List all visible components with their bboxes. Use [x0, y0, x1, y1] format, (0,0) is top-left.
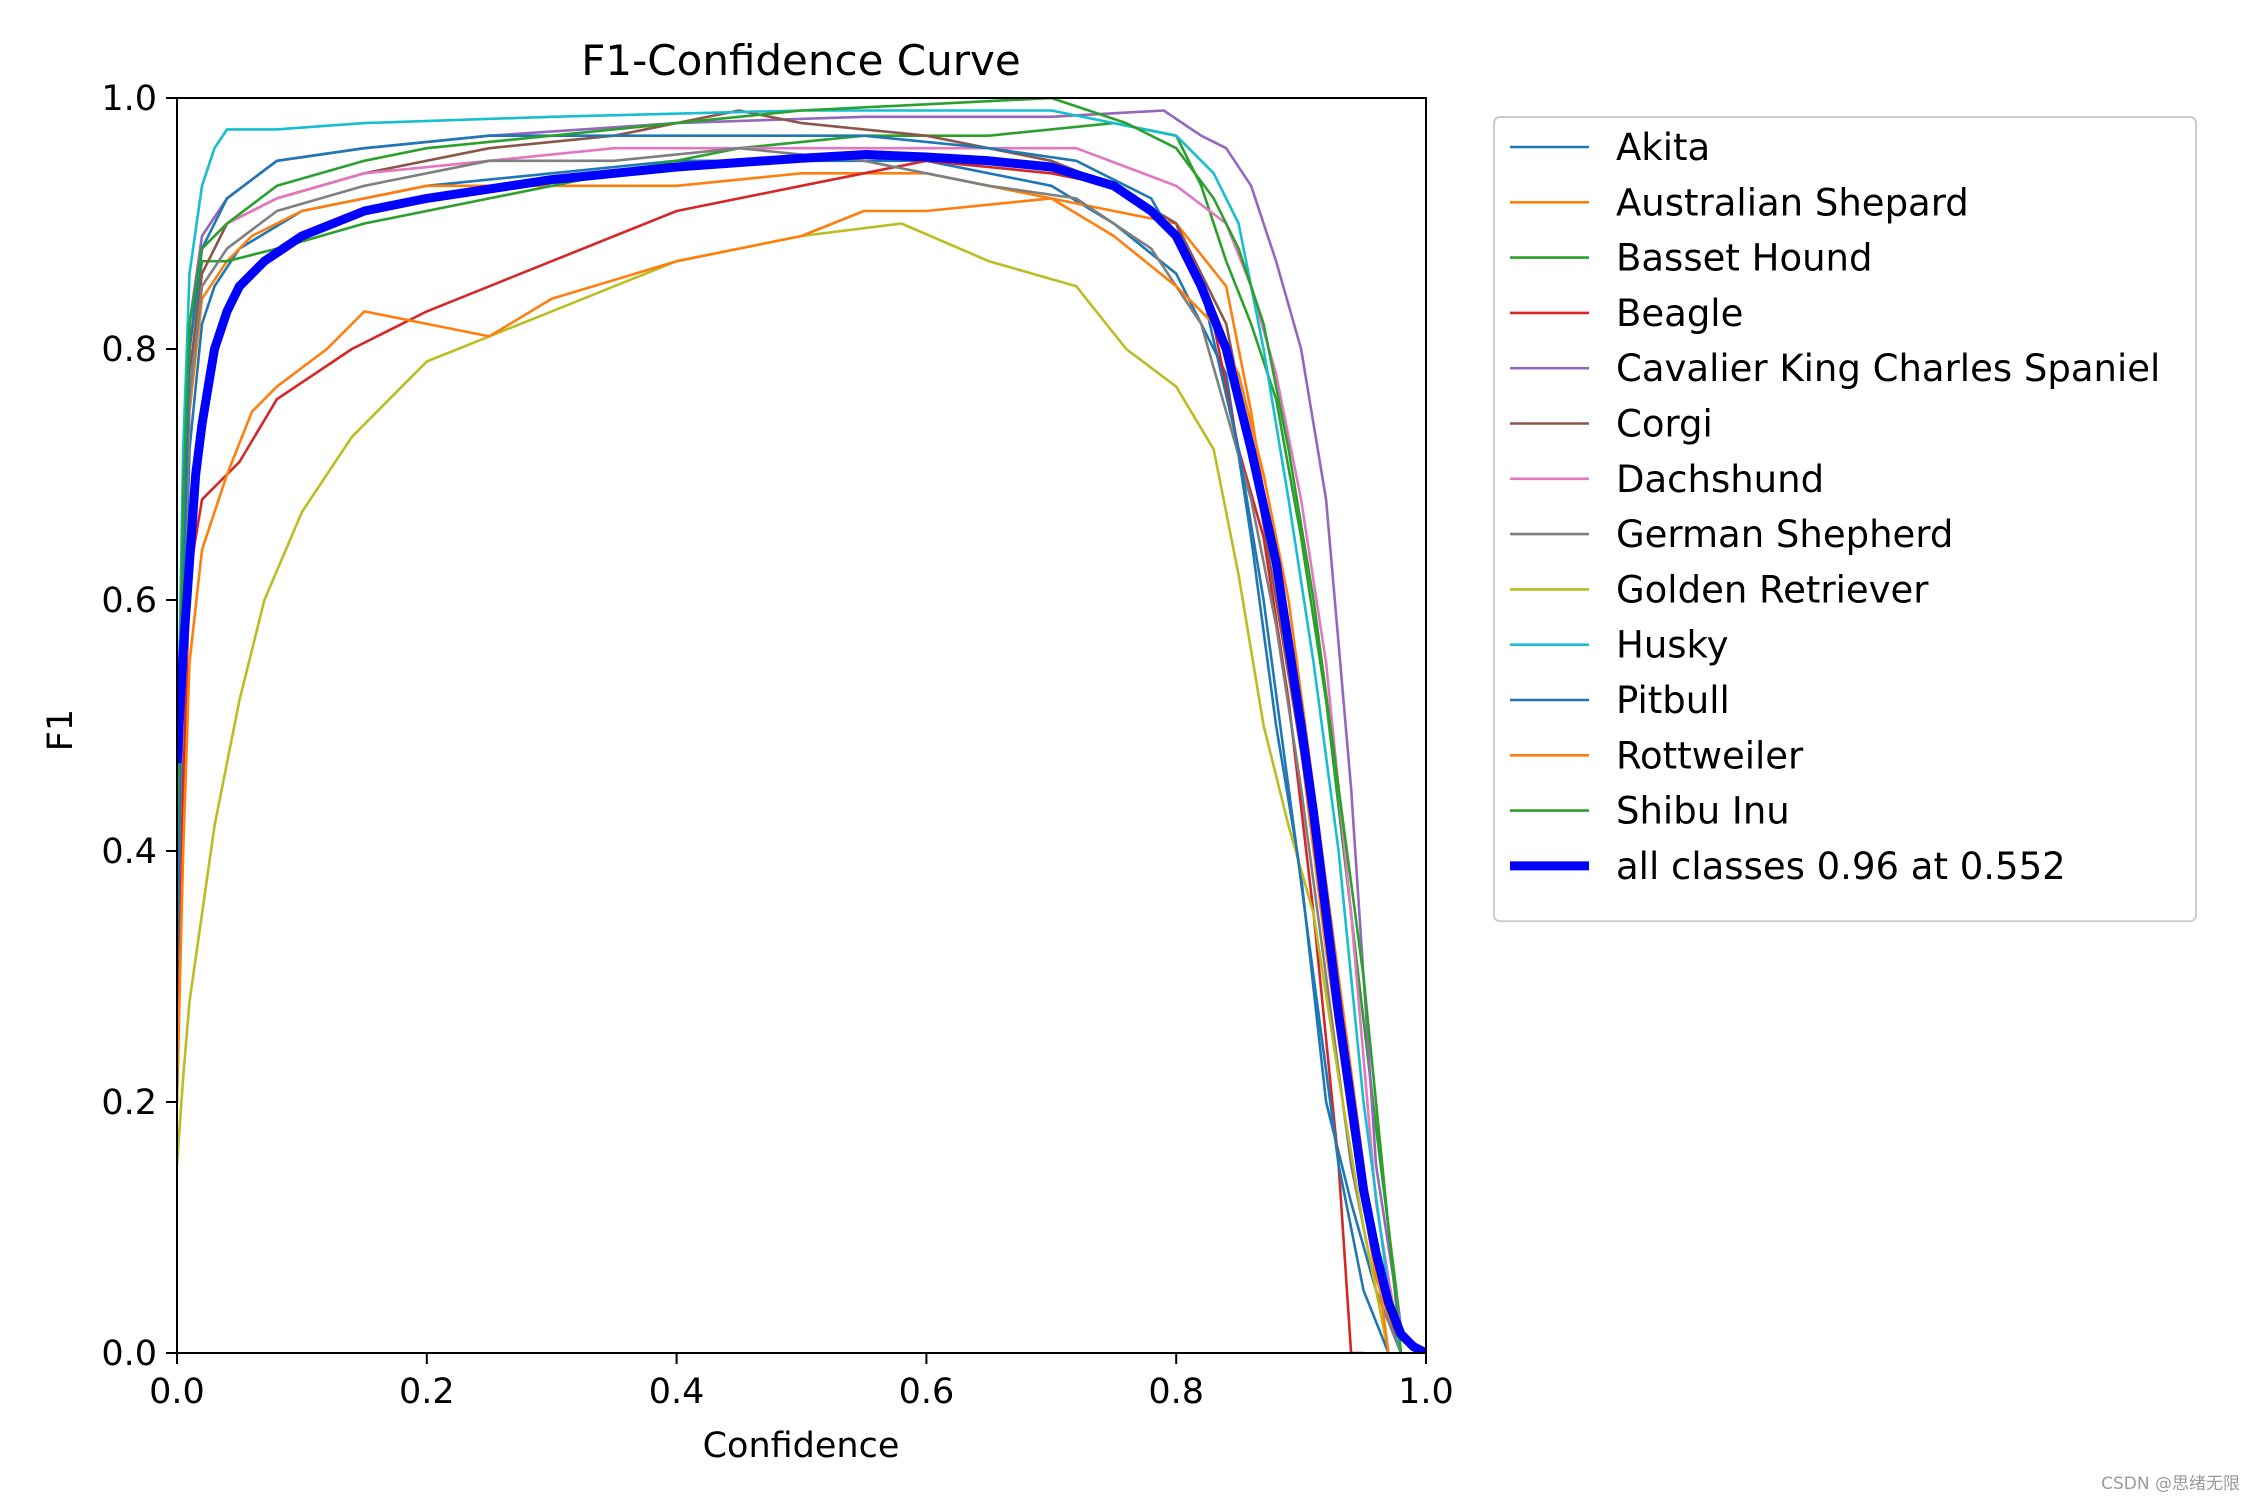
x-tick-label: 0.6	[899, 1372, 955, 1412]
series-line-8	[177, 222, 1390, 1353]
x-tick-label: 0.8	[1148, 1372, 1204, 1412]
legend-label: Dachshund	[1616, 458, 1824, 501]
legend-label: Husky	[1616, 624, 1729, 667]
x-axis: 0.0 0.2 0.4 0.6 0.8 1.0	[149, 1353, 1454, 1412]
plot-frame	[176, 97, 1427, 1354]
y-tick-label: 1.0	[101, 79, 157, 119]
y-axis-label: F1	[41, 709, 81, 751]
y-tick-label: 0.6	[101, 581, 157, 621]
y-tick-label: 0.0	[101, 1334, 157, 1374]
legend-label: Corgi	[1616, 403, 1713, 446]
series-line-9	[177, 109, 1403, 1353]
legend: Akita Australian Shepard Basset Hound Beagl…	[1493, 116, 2197, 923]
legend-label: all classes 0.96 at 0.552	[1616, 845, 2066, 888]
legend-label: Cavalier King Charles Spaniel	[1616, 347, 2160, 390]
x-tick-label: 1.0	[1398, 1372, 1454, 1412]
x-tick-label: 0.4	[649, 1372, 705, 1412]
chart-title: F1-Confidence Curve	[581, 36, 1020, 85]
legend-box	[1493, 116, 2197, 923]
x-axis-label: Confidence	[703, 1426, 900, 1466]
legend-label: Pitbull	[1616, 679, 1730, 722]
legend-label: Basset Hound	[1616, 237, 1873, 280]
legend-label: Beagle	[1616, 292, 1743, 335]
watermark-text: CSDN @思绪无限	[2101, 1474, 2240, 1494]
series-line-3	[177, 159, 1364, 1353]
legend-label: Akita	[1616, 126, 1710, 169]
legend-label: German Shepherd	[1616, 513, 1953, 556]
series-line-13	[177, 150, 1426, 1353]
y-tick-label: 0.8	[101, 330, 157, 370]
legend-label: Rottweiler	[1616, 734, 1804, 777]
x-tick-label: 0.2	[399, 1372, 455, 1412]
series-line-12	[177, 98, 1403, 1353]
legend-label: Australian Shepard	[1616, 181, 1969, 224]
series-line-11	[177, 197, 1390, 1353]
legend-label: Golden Retriever	[1616, 568, 1929, 611]
y-axis: 0.0 0.2 0.4 0.6 0.8 1.0	[101, 79, 177, 1374]
legend-label: Shibu Inu	[1616, 790, 1790, 833]
series-line-1	[177, 172, 1403, 1353]
y-tick-label: 0.4	[101, 832, 157, 872]
y-tick-label: 0.2	[101, 1083, 157, 1123]
series-line-4	[177, 109, 1403, 1329]
x-tick-label: 0.0	[149, 1372, 205, 1412]
series-line-7	[177, 146, 1403, 1353]
series-line-5	[177, 109, 1403, 1353]
series-line-10	[177, 134, 1390, 1353]
plot-lines	[177, 98, 1426, 1353]
